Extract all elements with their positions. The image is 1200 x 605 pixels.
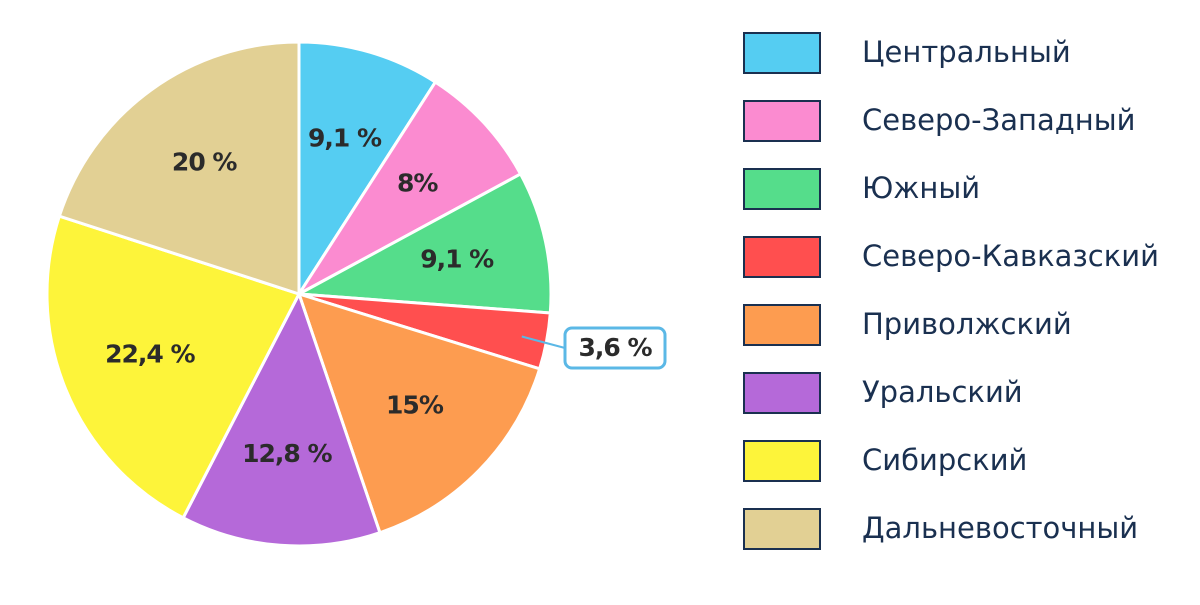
legend-label: Северо-Кавказский	[862, 239, 1159, 273]
pie-slice	[297, 40, 438, 300]
data-label: 9,1 %	[420, 244, 494, 273]
legend-swatch	[743, 32, 821, 74]
data-label: 8%	[397, 168, 438, 197]
pie-slice	[181, 290, 382, 548]
callout-box	[563, 326, 667, 370]
pie-slice	[297, 80, 523, 296]
pie-slice	[296, 291, 542, 535]
legend-label: Приволжский	[862, 307, 1072, 341]
data-label: 20 %	[172, 148, 237, 177]
callout-line	[521, 335, 566, 349]
pie-slice	[293, 171, 553, 315]
legend-swatch	[743, 304, 821, 346]
data-label: 3,6 %	[578, 333, 652, 362]
legend-label: Дальневосточный	[862, 511, 1138, 545]
pie-slice	[57, 40, 301, 297]
data-label: 15%	[386, 391, 444, 420]
legend-swatch	[743, 236, 821, 278]
legend-label: Сибирский	[862, 443, 1027, 477]
legend-swatch	[743, 372, 821, 414]
pie-slice	[45, 214, 302, 520]
data-label: 22,4 %	[105, 339, 195, 368]
legend-swatch	[743, 508, 821, 550]
legend-swatch	[743, 440, 821, 482]
data-label: 12,8 %	[242, 439, 332, 468]
legend-swatch	[743, 168, 821, 210]
data-label: 9,1 %	[308, 123, 382, 152]
legend-label: Южный	[862, 171, 980, 205]
legend-label: Северо-Западный	[862, 103, 1136, 137]
legend-label: Уральский	[862, 375, 1023, 409]
legend-swatch	[743, 100, 821, 142]
legend-label: Центральный	[862, 35, 1071, 69]
